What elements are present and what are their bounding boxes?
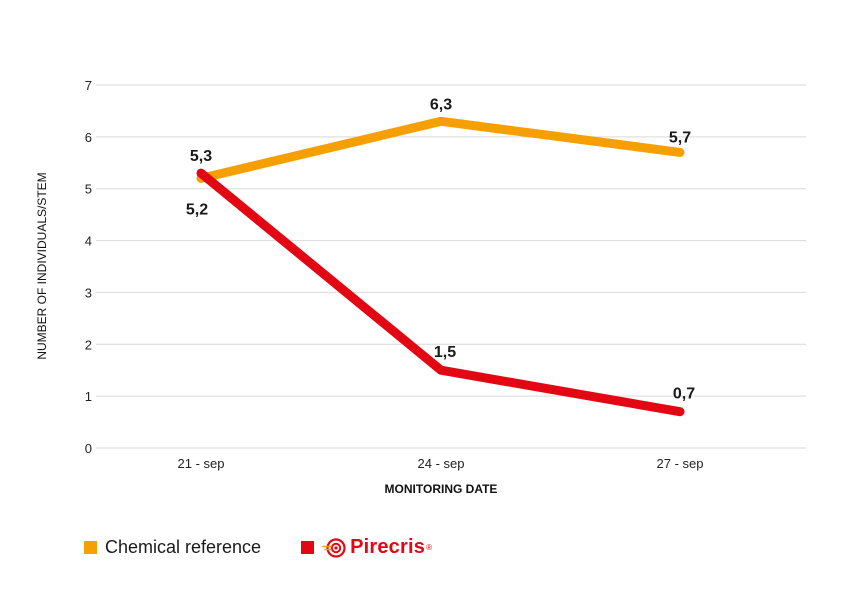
data-label-0-0: 5,2 — [186, 201, 208, 218]
data-label-1-2: 0,7 — [673, 386, 695, 403]
y-tick-label-7: 7 — [85, 78, 92, 93]
data-label-0-1: 6,3 — [430, 96, 452, 113]
series-line-1 — [196, 168, 685, 417]
registered-mark: ® — [426, 543, 432, 552]
y-tick-label-0: 0 — [85, 441, 92, 456]
gridlines — [96, 84, 806, 449]
pirecris-logo: Pirecris ® — [322, 536, 432, 559]
x-tick-labels: 21 - sep 24 - sep 27 - sep — [178, 456, 704, 471]
y-tick-label-2: 2 — [85, 337, 92, 352]
x-tick-label-2: 27 - sep — [657, 456, 704, 471]
y-tick-label-1: 1 — [85, 389, 92, 404]
series-line-0 — [196, 116, 685, 183]
legend-swatch-chemical — [84, 541, 97, 554]
legend-swatch-pirecris — [301, 541, 315, 554]
data-label-1-0: 5,3 — [190, 148, 212, 165]
y-axis-title: NUMBER OF INDIVIDUALS/STEM — [35, 172, 49, 359]
x-axis-title: MONITORING DATE — [385, 482, 498, 496]
legend-label-chemical: Chemical reference — [105, 537, 262, 557]
x-tick-label-1: 24 - sep — [418, 456, 465, 471]
data-label-1-1: 1,5 — [434, 344, 456, 361]
target-bug-icon — [322, 537, 346, 558]
x-tick-label-0: 21 - sep — [178, 456, 225, 471]
y-tick-label-6: 6 — [85, 130, 92, 145]
data-label-0-2: 5,7 — [669, 129, 691, 146]
y-tick-label-3: 3 — [85, 285, 92, 300]
pirecris-logo-text: Pirecris — [350, 536, 426, 558]
legend: Chemical reference Pirecris ® — [84, 536, 472, 559]
y-tick-label-4: 4 — [85, 234, 92, 249]
data-labels: 5,2 6,3 5,7 5,3 1,5 0,7 — [186, 96, 695, 402]
y-tick-labels: 0 1 2 3 4 5 6 7 — [85, 78, 92, 456]
y-tick-label-5: 5 — [85, 182, 92, 197]
series-lines — [196, 116, 685, 417]
legend-item-chemical-reference: Chemical reference — [84, 537, 261, 558]
legend-item-pirecris: Pirecris ® — [301, 536, 432, 559]
